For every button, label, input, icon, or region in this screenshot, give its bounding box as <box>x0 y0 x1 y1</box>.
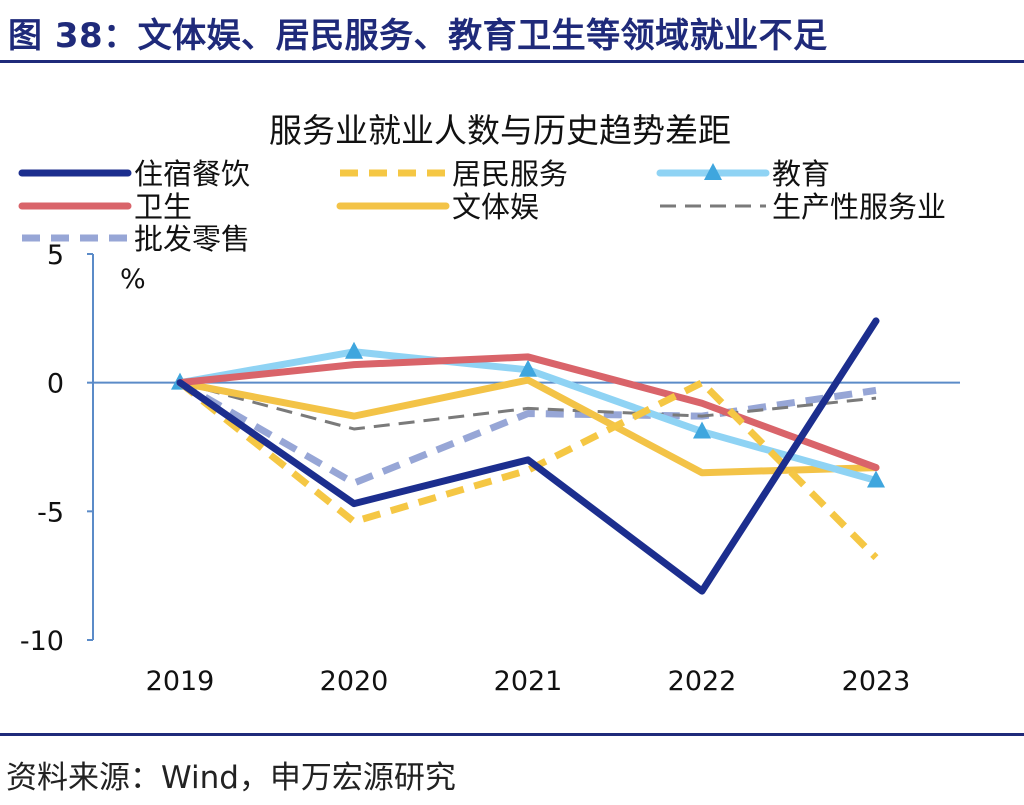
plot-area: 5 0 -5 -10% 2019 2020 2021 2022 2023 <box>20 240 960 697</box>
legend-label: 生产性服务业 <box>772 190 946 224</box>
series-7 <box>178 379 877 487</box>
figure-title: 图 38：文体娱、居民服务、教育卫生等领域就业不足 <box>8 16 828 56</box>
source-note: 资料来源：Wind，申万宏源研究 <box>6 760 456 796</box>
data-point-marker <box>693 421 711 439</box>
series-line <box>179 381 877 431</box>
legend-marker <box>704 163 722 180</box>
source-rule <box>0 733 1024 736</box>
series-line <box>177 379 879 561</box>
series-3 <box>171 341 885 488</box>
y-tick-label: 0 <box>47 369 64 400</box>
line-chart: 服务业就业人数与历史趋势差距 住宿餐饮 居民服务 教育卫生 文体娱 生产性服务业批发零售… <box>18 111 960 697</box>
legend-label: 批发零售 <box>134 222 250 256</box>
legend-label: 文体娱 <box>452 190 539 224</box>
data-point-marker <box>345 341 363 359</box>
legend-item: 批发零售 <box>22 222 250 256</box>
legend-label: 住宿餐饮 <box>134 157 250 191</box>
x-tick-label: 2023 <box>842 666 911 697</box>
legend-item: 居民服务 <box>340 157 568 191</box>
series-line <box>176 376 880 477</box>
data-point-marker <box>867 470 885 488</box>
x-tick-label: 2020 <box>320 666 389 697</box>
legend-item: 教育 <box>656 157 830 191</box>
y-tick-label: 5 <box>47 240 64 271</box>
legend-label: 卫生 <box>134 190 192 224</box>
x-tick-label: 2021 <box>494 666 563 697</box>
y-unit-label: % <box>120 264 146 295</box>
legend-label: 教育 <box>772 157 830 191</box>
chart-title: 服务业就业人数与历史趋势差距 <box>269 111 731 150</box>
y-tick-label: -10 <box>20 626 64 657</box>
series-2 <box>177 379 879 561</box>
x-tick-label: 2019 <box>146 666 215 697</box>
series-6 <box>179 381 877 431</box>
y-tick-label: -5 <box>37 497 64 528</box>
x-tick-label: 2022 <box>668 666 737 697</box>
series-5 <box>176 376 880 477</box>
title-rule <box>0 60 1024 63</box>
legend-item: 住宿餐饮 <box>18 157 250 191</box>
series-line <box>178 379 877 487</box>
legend-item: 生产性服务业 <box>660 190 946 224</box>
legend-item: 文体娱 <box>336 190 539 224</box>
series-4 <box>176 353 880 472</box>
data-point-marker <box>519 359 537 377</box>
series-1 <box>176 317 880 595</box>
legend-label: 居民服务 <box>452 157 568 191</box>
legend-item: 卫生 <box>18 190 192 224</box>
series-line <box>176 353 880 472</box>
series-line <box>176 317 880 595</box>
